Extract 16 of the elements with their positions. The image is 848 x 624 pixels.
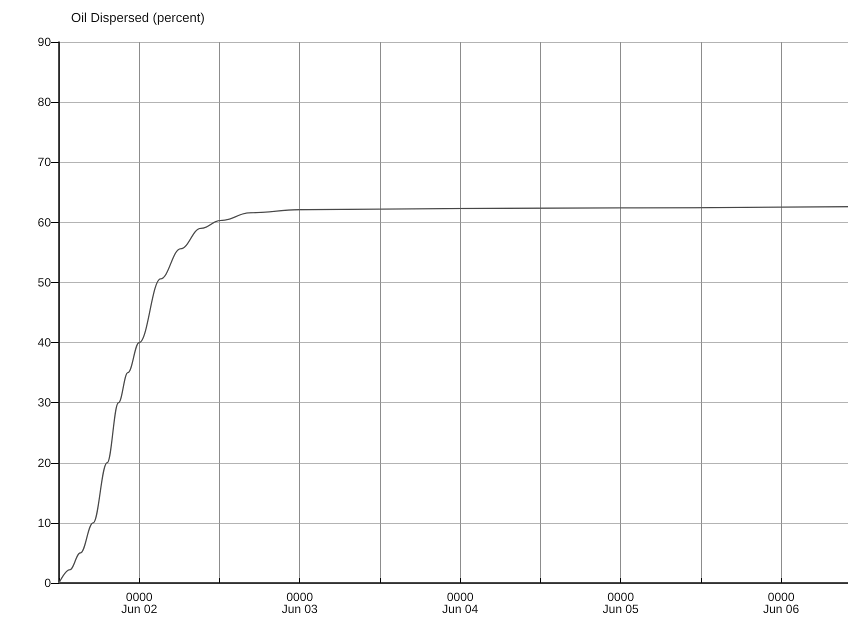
y-tick-label: 60 (38, 215, 52, 230)
y-tick-label: 10 (38, 516, 52, 530)
chart-title: Oil Dispersed (percent) (71, 10, 205, 25)
y-tick-label: 50 (38, 275, 52, 290)
y-tick-label: 40 (38, 336, 52, 350)
y-tick-label: 70 (38, 155, 52, 170)
x-tick-label: 0000 Jun 03 (282, 590, 318, 616)
y-tick-label: 80 (38, 95, 52, 110)
x-tick-label: 0000 Jun 02 (121, 590, 158, 616)
y-tick-label: 0 (44, 576, 52, 590)
y-tick-label: 20 (38, 456, 52, 470)
y-tick-label: 30 (38, 396, 52, 410)
x-tick-label: 0000 Jun 06 (763, 590, 800, 616)
x-tick-label: 0000 Jun 05 (602, 590, 639, 616)
x-tick-label: 0000 Jun 04 (442, 590, 479, 616)
y-tick-label: 90 (38, 35, 52, 49)
